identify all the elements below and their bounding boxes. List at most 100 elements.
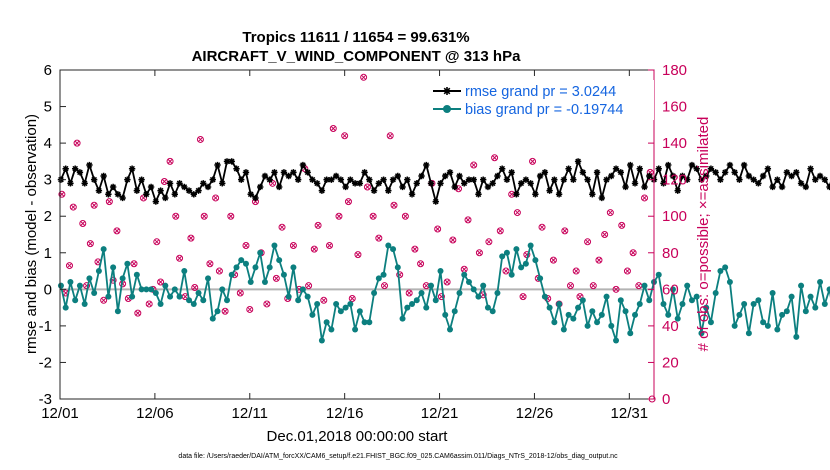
x-axis-ticks: 12/01 12/06 12/11 12/16 12/21 12/26 12/31 bbox=[41, 70, 648, 422]
obs-possible-marker bbox=[69, 203, 77, 211]
obs-possible-marker bbox=[187, 234, 195, 242]
obs-possible-marker bbox=[612, 285, 620, 293]
obs-possible-marker bbox=[354, 251, 362, 259]
bias-point bbox=[375, 275, 382, 282]
rmse-point bbox=[745, 172, 753, 180]
obs-assimilated-marker bbox=[520, 294, 526, 299]
obs-assimilated-marker bbox=[182, 294, 188, 299]
y-right-tick-label: 20 bbox=[662, 354, 679, 371]
rmse-point bbox=[498, 165, 506, 172]
bias-point bbox=[86, 275, 93, 282]
bias-point bbox=[190, 300, 197, 307]
obs-possible-marker bbox=[464, 216, 472, 224]
obs-possible-marker bbox=[601, 231, 609, 238]
bias-point bbox=[731, 322, 738, 329]
rmse-point bbox=[361, 169, 368, 176]
rmse-point bbox=[646, 172, 653, 180]
rmse-point bbox=[660, 180, 667, 187]
bias-point bbox=[413, 297, 420, 304]
bias-point bbox=[646, 297, 653, 304]
rmse-point bbox=[603, 176, 610, 183]
bias-point bbox=[712, 289, 719, 296]
rmse-point bbox=[560, 176, 568, 183]
rmse-point bbox=[375, 180, 383, 187]
rmse-point bbox=[408, 191, 416, 198]
bias-point bbox=[684, 282, 691, 289]
rmse-point bbox=[67, 180, 74, 187]
obs-possible-marker bbox=[305, 282, 313, 290]
rmse-point bbox=[693, 165, 700, 172]
bias-point bbox=[589, 308, 596, 315]
bias-point bbox=[665, 311, 672, 318]
y-right-tick-label: 180 bbox=[662, 62, 687, 79]
obs-assimilated-marker bbox=[465, 217, 471, 223]
rmse-point bbox=[200, 180, 207, 187]
bias-point bbox=[494, 289, 501, 296]
obs-assimilated-marker bbox=[106, 199, 112, 204]
bias-point bbox=[219, 286, 226, 293]
obs-possible-marker bbox=[272, 274, 280, 282]
rmse-point bbox=[380, 176, 387, 183]
y-tick-label: 5 bbox=[44, 99, 52, 116]
rmse-point bbox=[157, 187, 164, 194]
rmse-point bbox=[442, 172, 449, 180]
obs-assimilated-marker bbox=[247, 307, 253, 312]
rmse-point bbox=[679, 172, 686, 180]
bias-point bbox=[518, 264, 525, 271]
bias-point bbox=[741, 300, 748, 307]
obs-possible-marker bbox=[538, 223, 546, 231]
obs-possible-marker bbox=[443, 278, 451, 286]
obs-possible-marker bbox=[206, 260, 214, 268]
rmse-point bbox=[214, 161, 221, 169]
y-right-tick-label: 160 bbox=[662, 99, 687, 116]
obs-assimilated-marker bbox=[376, 235, 382, 241]
bias-point bbox=[807, 293, 814, 300]
rmse-series bbox=[57, 158, 830, 205]
obs-assimilated-marker bbox=[273, 276, 279, 281]
bias-point bbox=[352, 326, 359, 333]
rmse-point bbox=[721, 169, 729, 176]
bias-point bbox=[798, 282, 805, 289]
obs-assimilated-marker bbox=[349, 296, 355, 301]
bias-point bbox=[641, 282, 648, 289]
bias-point bbox=[779, 311, 786, 318]
obs-assimilated-marker bbox=[403, 213, 408, 219]
bias-point bbox=[57, 282, 64, 289]
bias-point bbox=[774, 326, 781, 333]
obs-possible-marker bbox=[176, 254, 184, 262]
obs-possible-marker bbox=[73, 139, 81, 147]
obs-assimilated-marker bbox=[213, 195, 218, 201]
bias-point bbox=[636, 300, 643, 307]
rmse-point bbox=[228, 158, 235, 165]
obs-assimilated-marker bbox=[509, 191, 515, 197]
bias-point bbox=[446, 326, 453, 333]
y-tick-label: -1 bbox=[39, 318, 52, 335]
obs-assimilated-marker bbox=[568, 283, 573, 289]
bias-point bbox=[679, 300, 686, 307]
obs-possible-marker bbox=[329, 124, 337, 132]
rmse-point bbox=[275, 183, 283, 191]
bias-point bbox=[238, 257, 245, 264]
y-tick-label: -3 bbox=[39, 391, 52, 408]
obs-assimilated-marker bbox=[435, 226, 441, 232]
rmse-point bbox=[598, 194, 606, 202]
rmse-point bbox=[437, 180, 444, 187]
obs-assimilated-marker bbox=[188, 235, 194, 241]
obs-assimilated-marker bbox=[327, 243, 332, 248]
obs-possible-marker bbox=[65, 262, 73, 270]
y-right-tick-label: 80 bbox=[662, 245, 679, 262]
obs-possible-marker bbox=[100, 296, 108, 304]
bias-point bbox=[579, 297, 586, 304]
y-tick-label: 3 bbox=[44, 172, 52, 189]
obs-possible-marker bbox=[502, 267, 510, 275]
rmse-point bbox=[712, 169, 719, 176]
obs-assimilated-marker bbox=[315, 223, 321, 228]
rmse-point bbox=[394, 172, 402, 180]
bias-point bbox=[314, 300, 321, 307]
bias-point bbox=[608, 322, 615, 329]
rmse-point bbox=[774, 176, 781, 183]
rmse-point bbox=[684, 176, 691, 183]
y-right-axis-ticks: 180 160 140 120 100 80 60 40 20 0 bbox=[648, 62, 687, 408]
rmse-point bbox=[404, 176, 411, 183]
y-tick-label: 0 bbox=[44, 281, 52, 298]
